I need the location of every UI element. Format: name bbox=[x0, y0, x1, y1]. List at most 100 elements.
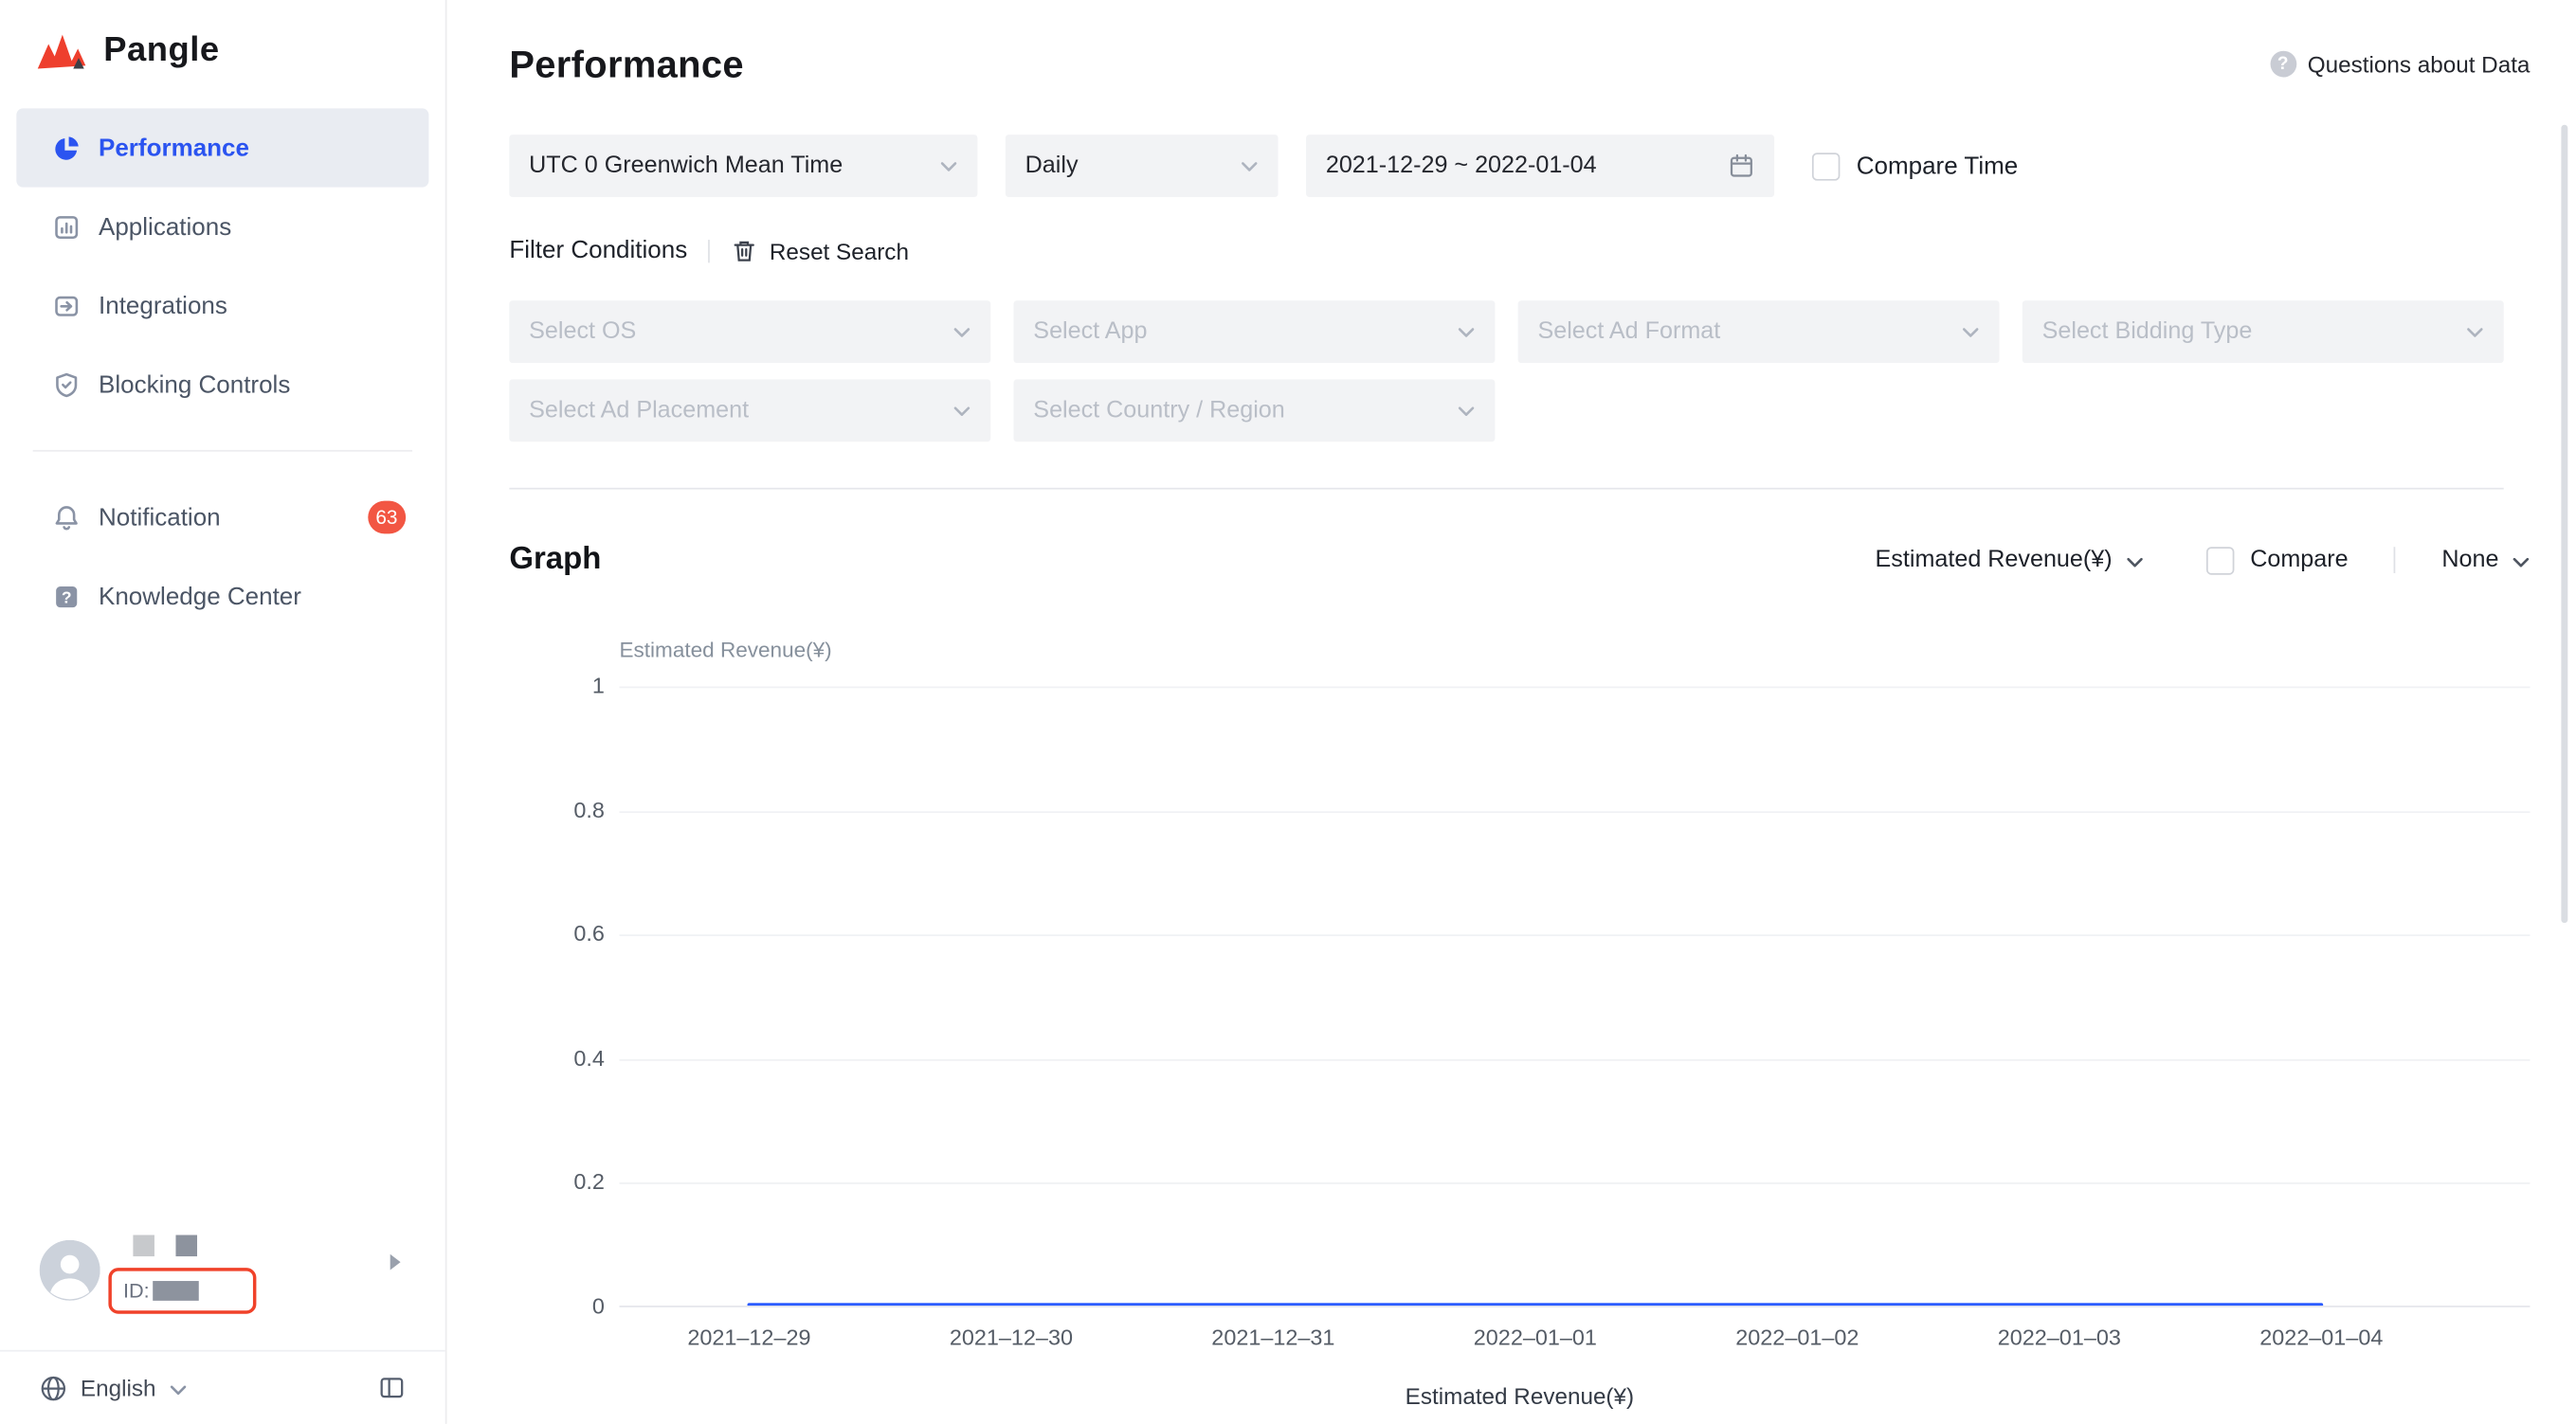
user-id-highlight-box: ID: bbox=[108, 1268, 257, 1314]
compare-checkbox[interactable]: Compare bbox=[2205, 546, 2349, 574]
compare-time-checkbox[interactable]: Compare Time bbox=[1811, 152, 2019, 180]
y-axis-tick: 0.6 bbox=[573, 921, 605, 946]
chart-legend-label: Estimated Revenue(¥) bbox=[1405, 1382, 1635, 1410]
revenue-line-series bbox=[747, 1303, 2324, 1307]
select-os-select[interactable]: Select OS bbox=[509, 300, 991, 364]
filter-conditions-label: Filter Conditions bbox=[509, 236, 688, 265]
checkbox-box bbox=[2205, 546, 2234, 574]
y-axis-tick: 0.4 bbox=[573, 1045, 605, 1071]
x-axis-tick: 2022–01–01 bbox=[1473, 1325, 1597, 1350]
graph-section-title: Graph bbox=[509, 542, 602, 577]
metric-value: Estimated Revenue(¥) bbox=[1875, 547, 2113, 573]
language-select[interactable]: English bbox=[80, 1374, 156, 1401]
select-bidding-type-select[interactable]: Select Bidding Type bbox=[2022, 300, 2504, 364]
sidebar-item-performance[interactable]: Performance bbox=[16, 108, 429, 188]
sidebar-menu: Performance Applications Integrations Block… bbox=[0, 108, 445, 635]
y-axis-tick: 1 bbox=[591, 673, 605, 698]
chevron-down-icon bbox=[1458, 405, 1476, 416]
sidebar-item-integrations[interactable]: Integrations bbox=[16, 266, 428, 345]
select-app-select[interactable]: Select App bbox=[1013, 300, 1496, 364]
select-country-region-select[interactable]: Select Country / Region bbox=[1013, 379, 1496, 442]
chevron-down-icon bbox=[1962, 326, 1980, 337]
date-range-value: 2021-12-29 ~ 2022-01-04 bbox=[1325, 153, 1597, 179]
collapse-sidebar-icon[interactable] bbox=[378, 1375, 406, 1401]
chevron-down-icon bbox=[1458, 326, 1476, 337]
select-placeholder: Select App bbox=[1033, 318, 1148, 346]
pangle-logo-text: Pangle bbox=[103, 30, 220, 69]
x-axis-tick: 2022–01–03 bbox=[1997, 1325, 2121, 1350]
shield-icon bbox=[52, 370, 80, 398]
section-divider bbox=[509, 487, 2504, 490]
sidebar-item-blocking-controls[interactable]: Blocking Controls bbox=[16, 345, 428, 424]
revenue-line-chart: Estimated Revenue(¥) 1 0.8 0.6 0.4 0.2 0 2021… bbox=[509, 627, 2531, 1410]
pangle-logo[interactable]: Pangle bbox=[0, 0, 445, 72]
granularity-select[interactable]: Daily bbox=[1005, 135, 1279, 198]
sidebar-item-label: Performance bbox=[99, 134, 249, 162]
y-axis-title: Estimated Revenue(¥) bbox=[619, 637, 832, 662]
gridline bbox=[619, 934, 2531, 937]
select-placeholder: Select Ad Format bbox=[1537, 318, 1721, 346]
x-axis-tick: 2022–01–04 bbox=[2259, 1325, 2384, 1350]
select-placeholder: Select OS bbox=[529, 318, 637, 346]
redacted-username-block bbox=[175, 1235, 198, 1257]
chevron-down-icon bbox=[2512, 556, 2530, 568]
select-ad-placement-select[interactable]: Select Ad Placement bbox=[509, 379, 991, 442]
chart-legend[interactable]: Estimated Revenue(¥) bbox=[509, 1383, 2530, 1410]
reset-search-button[interactable]: Reset Search bbox=[732, 237, 909, 263]
secondary-metric-select[interactable]: None bbox=[2441, 547, 2530, 573]
page-title: Performance bbox=[509, 42, 744, 85]
vertical-divider bbox=[708, 239, 711, 262]
redacted-username-block bbox=[133, 1235, 154, 1257]
gridline bbox=[619, 1306, 2531, 1307]
timezone-value: UTC 0 Greenwich Mean Time bbox=[529, 153, 844, 179]
question-icon: ? bbox=[52, 582, 80, 609]
sidebar-item-applications[interactable]: Applications bbox=[16, 188, 428, 266]
scrollbar[interactable] bbox=[2561, 124, 2568, 924]
time-filter-bar: UTC 0 Greenwich Mean Time Daily 2021-12-… bbox=[509, 135, 2530, 198]
x-axis: 2021–12–29 2021–12–30 2021–12–31 2022–01–01… bbox=[619, 1325, 2530, 1359]
expand-user-panel-icon[interactable] bbox=[388, 1252, 403, 1273]
gridline bbox=[619, 686, 2531, 689]
help-icon: ? bbox=[2269, 50, 2296, 78]
y-axis: 1 0.8 0.6 0.4 0.2 0 bbox=[509, 627, 605, 1407]
language-bar: English bbox=[0, 1349, 445, 1424]
timezone-select[interactable]: UTC 0 Greenwich Mean Time bbox=[509, 135, 978, 198]
date-range-picker[interactable]: 2021-12-29 ~ 2022-01-04 bbox=[1306, 135, 1775, 198]
vertical-divider bbox=[2394, 547, 2396, 573]
sidebar-item-label: Blocking Controls bbox=[99, 370, 291, 399]
metric-select[interactable]: Estimated Revenue(¥) bbox=[1876, 547, 2144, 573]
avatar[interactable] bbox=[39, 1239, 100, 1301]
x-axis-tick: 2021–12–30 bbox=[949, 1325, 1073, 1350]
chevron-down-icon bbox=[952, 405, 971, 416]
redacted-id-block bbox=[153, 1281, 199, 1301]
chevron-down-icon bbox=[952, 326, 971, 337]
chevron-down-icon bbox=[940, 160, 958, 171]
sidebar-divider bbox=[32, 449, 413, 452]
reset-trash-icon bbox=[732, 237, 758, 263]
gridline bbox=[619, 810, 2531, 813]
integrations-icon bbox=[52, 292, 80, 319]
filter-selects-row-1: Select OS Select App Select Ad Format Selec… bbox=[509, 300, 2530, 364]
x-axis-tick: 2021–12–31 bbox=[1211, 1325, 1335, 1350]
select-ad-format-select[interactable]: Select Ad Format bbox=[1517, 300, 2000, 364]
pie-chart-icon bbox=[52, 134, 80, 161]
chart-plot-area bbox=[619, 686, 2531, 1307]
reset-search-label: Reset Search bbox=[769, 237, 909, 264]
user-area[interactable]: ID: bbox=[0, 1223, 445, 1322]
svg-text:?: ? bbox=[62, 587, 72, 606]
sidebar-item-notification[interactable]: Notification 63 bbox=[16, 478, 428, 556]
gridline bbox=[619, 1058, 2531, 1061]
chevron-down-icon bbox=[169, 1383, 187, 1395]
compare-time-label: Compare Time bbox=[1856, 152, 2019, 180]
sidebar-item-knowledge-center[interactable]: ? Knowledge Center bbox=[16, 557, 428, 636]
y-axis-tick: 0.8 bbox=[573, 797, 605, 822]
questions-about-data-link[interactable]: ? Questions about Data bbox=[2269, 50, 2531, 78]
secondary-metric-value: None bbox=[2441, 547, 2499, 573]
checkbox-box bbox=[1811, 152, 1841, 180]
help-link-label: Questions about Data bbox=[2307, 50, 2531, 78]
sidebar-item-label: Knowledge Center bbox=[99, 582, 301, 610]
gridline bbox=[619, 1182, 2531, 1185]
y-axis-tick: 0.2 bbox=[573, 1169, 605, 1195]
notification-badge: 63 bbox=[367, 500, 407, 534]
